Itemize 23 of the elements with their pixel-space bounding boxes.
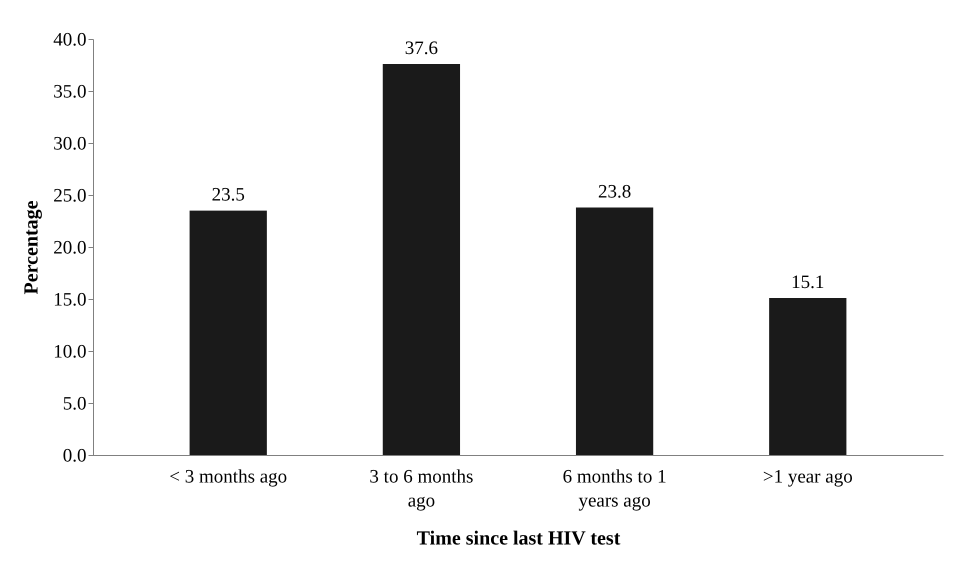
y-tick-label: 5.0: [62, 394, 86, 414]
data-label: 23.5: [212, 184, 245, 206]
x-tick-label: 6 months to 1 years ago: [562, 466, 667, 512]
bar: [190, 210, 267, 455]
bar: [769, 298, 846, 455]
y-tick-label: 20.0: [53, 238, 86, 258]
data-label: 23.8: [598, 181, 632, 202]
bar: [576, 207, 654, 455]
y-tick-label: 25.0: [53, 186, 86, 206]
x-axis-title: Time since last HIV test: [416, 528, 621, 550]
y-axis-title: Percentage: [20, 200, 42, 295]
y-tick-label: 0.0: [62, 446, 86, 466]
data-label: 37.6: [404, 38, 438, 59]
y-tick-label: 10.0: [53, 342, 86, 362]
x-tick-label: < 3 months ago: [169, 466, 288, 488]
y-tick-label: 40.0: [53, 30, 86, 50]
data-label: 15.1: [791, 272, 824, 293]
x-tick-label: >1 year ago: [762, 466, 853, 488]
y-tick-label: 30.0: [53, 134, 86, 154]
y-tick-label: 35.0: [53, 82, 86, 102]
x-tick-label: 3 to 6 months ago: [369, 466, 474, 512]
y-tick-label: 15.0: [53, 290, 86, 310]
bar: [382, 64, 460, 455]
